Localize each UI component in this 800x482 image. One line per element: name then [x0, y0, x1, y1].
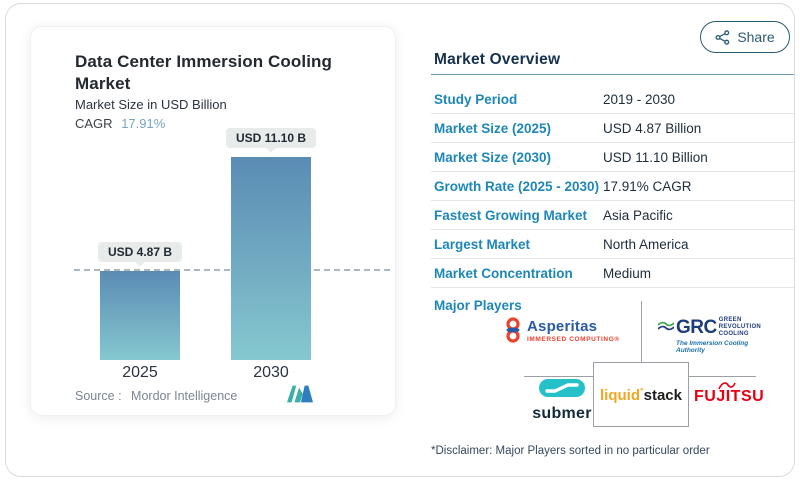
- table-row: Growth Rate (2025 - 2030) 17.91% CAGR: [431, 172, 794, 201]
- x-axis-label-2025: 2025: [122, 364, 158, 381]
- source-value: Mordor Intelligence: [131, 389, 238, 403]
- bar-value-label-2030: USD 11.10 B: [225, 128, 317, 148]
- source-label: Source :: [75, 389, 122, 403]
- asperitas-logo: Asperitas IMMERSED COMPUTING®: [504, 317, 628, 343]
- grc-waves-icon: [658, 322, 674, 331]
- row-value: 17.91% CAGR: [603, 178, 692, 194]
- liquidstack-cell: liquid°stack: [593, 362, 689, 427]
- liquidstack-logo: liquid°stack: [600, 386, 682, 404]
- row-label: Growth Rate (2025 - 2030): [434, 178, 600, 194]
- row-value: Asia Pacific: [603, 207, 673, 223]
- row-label: Market Size (2025): [434, 120, 552, 136]
- grc-line-3: COOLING: [718, 330, 749, 337]
- row-label: Market Concentration: [434, 265, 573, 281]
- chart-subtitle: Market Size in USD Billion: [75, 97, 227, 112]
- mordor-intelligence-logo-icon: [287, 385, 313, 403]
- chart-card: USD 4.87 B USD 11.10 B Data Center Immer…: [30, 26, 396, 416]
- players-grid-divider: [524, 376, 593, 377]
- table-row: Study Period 2019 - 2030: [431, 85, 794, 114]
- asperitas-tagline: IMMERSED COMPUTING®: [527, 335, 620, 343]
- liquidstack-degree: °: [640, 385, 644, 396]
- liquidstack-stack: stack: [643, 386, 682, 404]
- grc-descriptor: GREEN REVOLUTION COOLING: [719, 317, 761, 338]
- submer-icon: [539, 379, 585, 397]
- row-label: Fastest Growing Market: [434, 207, 588, 223]
- cagr-label: CAGR: [75, 116, 113, 131]
- players-grid-divider: [689, 376, 756, 377]
- grc-line-1: GREEN: [718, 317, 742, 323]
- major-players-label: Major Players: [434, 298, 522, 313]
- asperitas-icon: [506, 317, 520, 343]
- players-disclaimer: *Disclaimer: Major Players sorted in no …: [431, 445, 710, 457]
- table-row: Market Concentration Medium: [431, 259, 794, 288]
- x-axis-label-2030: 2030: [253, 364, 289, 381]
- bar-chart: USD 4.87 B USD 11.10 B: [31, 27, 395, 360]
- submer-logo: submer: [524, 378, 600, 423]
- page-frame: USD 4.87 B USD 11.10 B Data Center Immer…: [5, 3, 795, 477]
- share-icon: [715, 29, 730, 45]
- cagr-value: 17.91%: [121, 116, 166, 131]
- row-value: Medium: [603, 265, 652, 281]
- row-value: 2019 - 2030: [603, 91, 676, 107]
- grc-tagline: The Immersion Cooling Authority: [676, 339, 749, 354]
- fujitsu-swirl-icon: [718, 382, 736, 390]
- submer-name: submer: [532, 405, 592, 422]
- cagr-row: CAGR 17.91%: [75, 116, 165, 131]
- row-value: North America: [603, 236, 689, 252]
- row-label: Study Period: [434, 91, 518, 107]
- players-grid-divider: [641, 301, 642, 362]
- asperitas-text: Asperitas IMMERSED COMPUTING®: [527, 318, 620, 343]
- liquidstack-liquid: liquid: [600, 386, 640, 404]
- source-attribution: Source : Mordor Intelligence: [75, 389, 237, 403]
- bar-value-label-2025: USD 4.87 B: [97, 242, 183, 262]
- asperitas-name: Asperitas: [527, 317, 598, 335]
- grc-line-2: REVOLUTION: [718, 323, 762, 330]
- share-button[interactable]: Share: [700, 21, 790, 53]
- share-button-label: Share: [737, 29, 775, 45]
- row-label: Largest Market: [434, 236, 531, 252]
- table-row: Market Size (2025) USD 4.87 Billion: [431, 114, 794, 143]
- table-row: Market Size (2030) USD 11.10 Billion: [431, 143, 794, 172]
- grc-top: GRC GREEN REVOLUTION COOLING: [658, 317, 776, 338]
- overview-table: Study Period 2019 - 2030 Market Size (20…: [431, 85, 794, 288]
- table-row: Fastest Growing Market Asia Pacific: [431, 201, 794, 230]
- bar-2025: [100, 271, 180, 360]
- grc-logo: GRC GREEN REVOLUTION COOLING The Immersi…: [658, 317, 776, 354]
- overview-title-divider: [431, 74, 794, 75]
- row-value: USD 11.10 Billion: [603, 149, 708, 165]
- chart-title: Data Center Immersion Cooling Market: [75, 52, 332, 94]
- row-value: USD 4.87 Billion: [603, 120, 702, 136]
- row-label: Market Size (2030): [434, 149, 552, 165]
- grc-name: GRC: [676, 316, 717, 338]
- overview-title: Market Overview: [434, 51, 561, 68]
- fujitsu-logo: FUJITSU: [694, 382, 774, 406]
- bar-2030: [231, 157, 311, 360]
- table-row: Largest Market North America: [431, 230, 794, 259]
- fujitsu-name: FUJITSU: [694, 388, 765, 405]
